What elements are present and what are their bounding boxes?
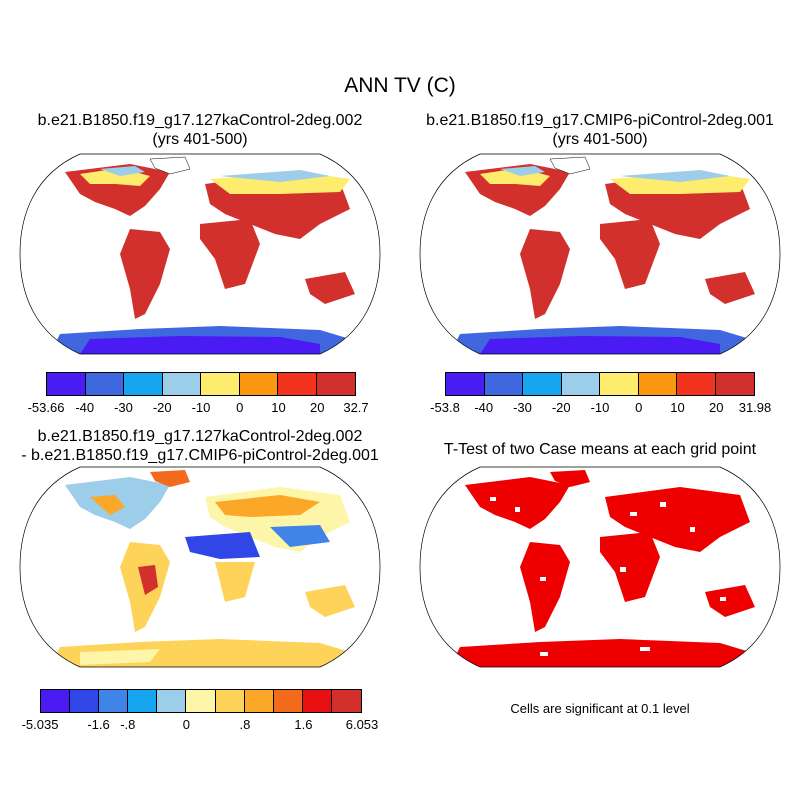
globe xyxy=(420,467,780,667)
colorbar-swatch xyxy=(157,690,187,712)
colorbar-swatch xyxy=(278,373,317,395)
colorbar-tick-label: 31.98 xyxy=(738,400,772,415)
panel-title-line1: b.e21.B1850.f19_g17.127kaControl-2deg.00… xyxy=(37,428,363,445)
panel-title-line2: - b.e21.B1850.f19_g17.CMIP6-piControl-2d… xyxy=(21,447,379,464)
colorbar-tick-label: -40 xyxy=(75,400,95,415)
colorbar-tick-label: -53.66 xyxy=(27,400,65,415)
colorbar-tick-label: -.8 xyxy=(120,717,136,732)
colorbar-top-left: -53.66 -40 -30 -20 -10 0 10 20 32.7 xyxy=(28,372,369,415)
colorbar-swatch xyxy=(523,373,562,395)
colorbar-tick-label: 20 xyxy=(709,400,724,415)
colorbar-tick-label: -30 xyxy=(513,400,532,415)
colorbar-tick-label: -30 xyxy=(114,400,133,415)
map-top-left xyxy=(19,153,381,355)
colorbar-tick-label: -40 xyxy=(474,400,494,415)
panel-title-top-left: b.e21.B1850.f19_g17.127kaControl-2deg.00… xyxy=(0,111,400,149)
colorbar-bottom-left: -5.035 -1.6 -.8 0 .8 1.6 6.053 xyxy=(22,689,378,732)
map-top-right xyxy=(419,153,781,355)
colorbar-tick-label: 10 xyxy=(271,400,286,415)
colorbar-swatch xyxy=(239,373,278,395)
panel-title-line2: (yrs 401-500) xyxy=(152,131,248,148)
colorbar-swatch xyxy=(316,373,355,395)
colorbar-swatch xyxy=(124,373,163,395)
colorbar-tick-label: 0 xyxy=(635,400,643,415)
colorbar-swatch xyxy=(215,690,245,712)
colorbar-swatch xyxy=(85,373,124,395)
colorbar-swatches xyxy=(46,372,356,396)
colorbar-swatch xyxy=(273,690,303,712)
colorbar-tick-label: -10 xyxy=(191,400,211,415)
colorbar-swatch xyxy=(99,690,129,712)
panel-title-bottom-left: b.e21.B1850.f19_g17.127kaControl-2deg.00… xyxy=(0,427,400,465)
colorbar-swatch xyxy=(484,373,523,395)
colorbar-top-right: -53.8 -40 -30 -20 -10 0 10 20 31.98 xyxy=(430,372,771,415)
colorbar-tick-label: 0 xyxy=(182,717,190,732)
panel-title-line1: b.e21.B1850.f19_g17.CMIP6-piControl-2deg… xyxy=(426,112,774,129)
continents xyxy=(50,156,355,354)
colorbar-swatch xyxy=(600,373,639,395)
colorbar-swatch xyxy=(128,690,158,712)
colorbar-swatch xyxy=(677,373,716,395)
colorbar-tick-label: -53.8 xyxy=(430,400,460,415)
significance-note: Cells are significant at 0.1 level xyxy=(510,701,690,716)
colorbar-tick-label: 20 xyxy=(310,400,325,415)
colorbar-tick-label: -20 xyxy=(551,400,571,415)
colorbar-swatch xyxy=(638,373,677,395)
panel-title-top-right: b.e21.B1850.f19_g17.CMIP6-piControl-2deg… xyxy=(400,111,800,149)
colorbar-tick-label: 32.7 xyxy=(343,400,369,415)
globe xyxy=(20,467,380,667)
continents xyxy=(450,156,755,354)
panel-title-bottom-right: T-Test of two Case means at each grid po… xyxy=(400,440,800,459)
figure-title: ANN TV (C) xyxy=(344,74,456,97)
colorbar-swatch xyxy=(201,373,240,395)
panel-title-line1: b.e21.B1850.f19_g17.127kaControl-2deg.00… xyxy=(37,112,363,129)
panel-title-line1: T-Test of two Case means at each grid po… xyxy=(443,441,757,458)
colorbar-tick-label: 6.053 xyxy=(345,717,379,732)
colorbar-swatch xyxy=(70,690,100,712)
colorbar-swatch xyxy=(302,690,332,712)
significant-cells xyxy=(450,470,755,667)
map-bottom-left xyxy=(19,466,381,668)
map-bottom-right xyxy=(419,466,781,668)
colorbar-swatch xyxy=(446,373,485,395)
colorbar-swatch xyxy=(331,690,362,712)
colorbar-tick-label: .8 xyxy=(239,717,251,732)
colorbar-tick-label: 0 xyxy=(236,400,244,415)
colorbar-tick-label: -20 xyxy=(152,400,172,415)
colorbar-tick-label: 10 xyxy=(670,400,685,415)
colorbar-swatches xyxy=(445,372,755,396)
colorbar-swatch xyxy=(561,373,600,395)
colorbar-tick-label: -1.6 xyxy=(87,717,110,732)
continents xyxy=(50,470,355,667)
colorbar-swatch xyxy=(41,690,71,712)
colorbar-swatches xyxy=(40,689,362,713)
colorbar-swatch xyxy=(715,373,754,395)
colorbar-swatch xyxy=(186,690,216,712)
colorbar-tick-label: -10 xyxy=(590,400,610,415)
globe xyxy=(420,154,780,354)
colorbar-tick-label: -5.035 xyxy=(21,717,59,732)
colorbar-swatch xyxy=(162,373,201,395)
colorbar-tick-label: 1.6 xyxy=(294,717,313,732)
globe xyxy=(20,154,380,354)
colorbar-swatch xyxy=(244,690,274,712)
panel-title-line2: (yrs 401-500) xyxy=(552,131,648,148)
colorbar-swatch xyxy=(47,373,86,395)
